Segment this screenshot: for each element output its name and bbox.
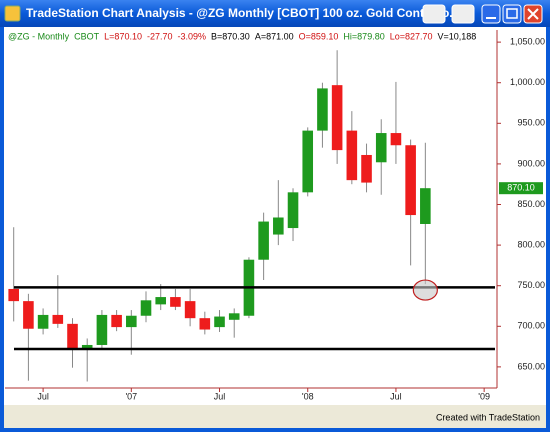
- candle-body: [346, 130, 358, 181]
- candle-body: [258, 221, 269, 260]
- candle-body: [170, 297, 181, 307]
- info-text: V=10,188: [438, 31, 477, 41]
- window-buttons[interactable]: [422, 4, 543, 24]
- candle-body: [287, 192, 299, 229]
- candle-body: [37, 314, 49, 329]
- last-price-box: [499, 182, 543, 195]
- x-tick-label: Jul: [390, 391, 402, 401]
- candle-body: [273, 217, 284, 235]
- info-text: O=859.10: [299, 31, 339, 41]
- y-tick-label: 800.00: [517, 239, 545, 249]
- highlight-circle: [412, 279, 438, 301]
- info-text: -27.70: [147, 31, 173, 41]
- x-tick-label: Jul: [37, 391, 49, 401]
- candle-body: [302, 130, 314, 193]
- candle-body: [52, 314, 64, 324]
- x-tick-label: '08: [302, 391, 314, 401]
- candle-body: [199, 318, 211, 330]
- menu-button[interactable]: [451, 4, 475, 24]
- info-text: B=870.30: [211, 31, 250, 41]
- close-icon: [527, 8, 539, 20]
- last-price-label: 870.10: [507, 183, 535, 193]
- y-tick-label: 650.00: [517, 361, 545, 371]
- candle-body: [317, 88, 328, 131]
- menu-button[interactable]: [422, 4, 446, 24]
- candle-body: [405, 145, 416, 216]
- x-tick-label: '07: [125, 391, 137, 401]
- info-text: Lo=827.70: [390, 31, 433, 41]
- candle-body: [420, 188, 431, 224]
- candle-body: [390, 133, 402, 146]
- y-tick-label: 850.00: [517, 199, 545, 209]
- candle-body: [361, 154, 372, 183]
- x-tick-label: '09: [478, 391, 490, 401]
- candle-body: [96, 314, 108, 345]
- window-title: TradeStation Chart Analysis - @ZG Monthl…: [26, 6, 459, 20]
- candle-body: [111, 314, 122, 328]
- maximize-button[interactable]: [502, 4, 522, 24]
- info-text: -3.09%: [178, 31, 207, 41]
- minimize-button[interactable]: [481, 4, 501, 24]
- status-bar: [4, 405, 546, 428]
- candle-body: [67, 323, 78, 349]
- candle-body: [375, 133, 387, 163]
- maximize-icon: [506, 8, 518, 19]
- info-text: L=870.10: [104, 31, 142, 41]
- y-tick-label: 950.00: [517, 118, 545, 128]
- info-text: @ZG - Monthly: [8, 31, 70, 41]
- app-icon: [4, 5, 21, 22]
- candle-body: [331, 85, 343, 151]
- y-tick-label: 1,000.00: [510, 77, 545, 87]
- y-tick-label: 1,050.00: [510, 36, 545, 46]
- candle-body: [81, 344, 93, 349]
- y-tick-label: 750.00: [517, 280, 545, 290]
- candle-body: [23, 301, 34, 329]
- candle-body: [8, 288, 19, 302]
- info-text: Hi=879.80: [343, 31, 384, 41]
- candle-body: [214, 316, 225, 328]
- y-tick-label: 900.00: [517, 158, 545, 168]
- candle-body: [140, 300, 152, 316]
- y-tick-label: 700.00: [517, 321, 545, 331]
- candle-body: [155, 297, 167, 305]
- info-text: CBOT: [74, 31, 100, 41]
- chart-area: [4, 27, 546, 405]
- candle-body: [184, 301, 196, 319]
- info-text: A=871.00: [255, 31, 294, 41]
- x-tick-label: Jul: [214, 391, 226, 401]
- footer-text: Created with TradeStation: [436, 412, 540, 422]
- candle-body: [228, 313, 240, 320]
- candle-body: [126, 315, 137, 328]
